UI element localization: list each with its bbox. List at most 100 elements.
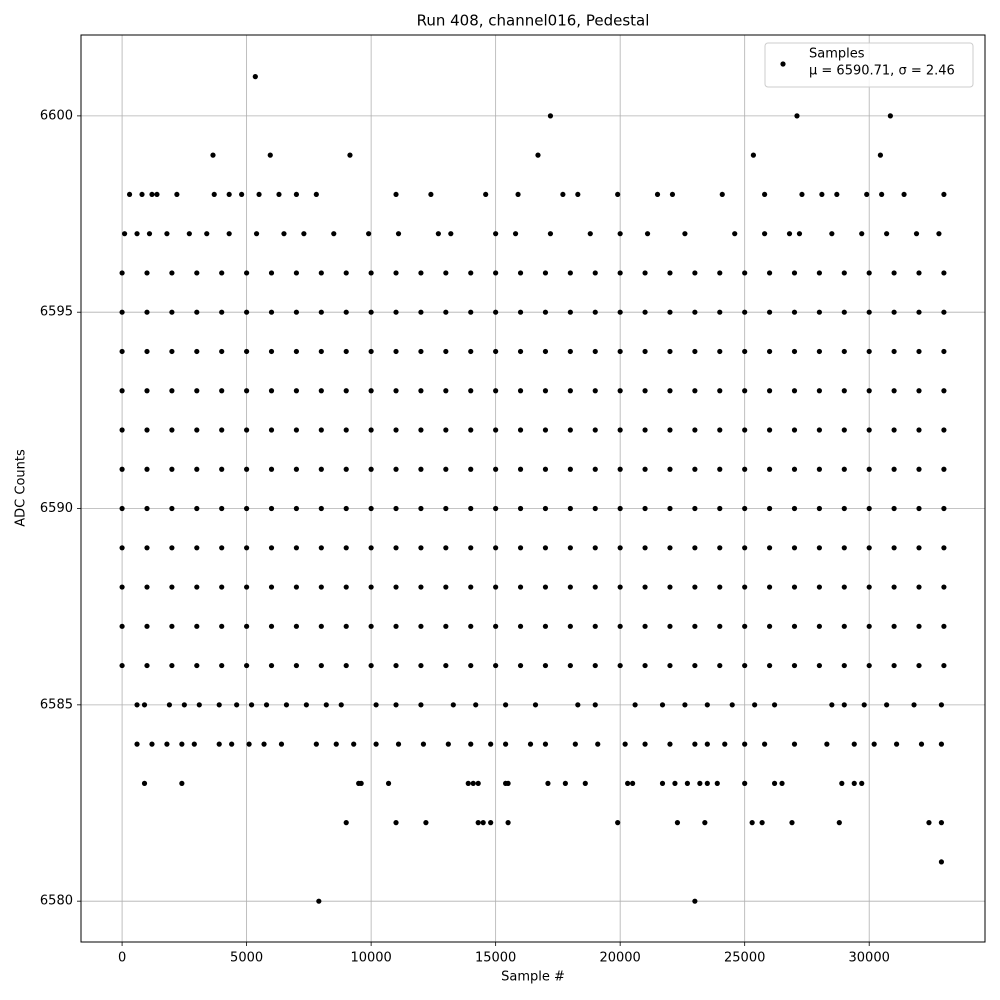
point bbox=[545, 780, 551, 786]
point bbox=[343, 270, 349, 276]
point bbox=[575, 191, 581, 198]
point bbox=[891, 623, 897, 629]
point bbox=[866, 348, 872, 355]
point bbox=[866, 584, 872, 590]
point bbox=[714, 780, 720, 786]
point bbox=[819, 191, 825, 198]
point bbox=[766, 584, 773, 590]
point bbox=[517, 270, 524, 276]
point bbox=[226, 231, 232, 237]
point bbox=[829, 702, 835, 708]
point bbox=[667, 466, 673, 472]
point bbox=[936, 231, 942, 237]
axes-frame bbox=[80, 34, 986, 943]
point bbox=[418, 623, 424, 629]
point bbox=[268, 505, 275, 512]
point bbox=[866, 309, 872, 315]
point bbox=[493, 545, 499, 551]
point bbox=[244, 270, 250, 276]
point bbox=[393, 662, 399, 669]
point bbox=[121, 231, 128, 237]
point bbox=[742, 348, 748, 355]
point bbox=[941, 427, 947, 433]
point bbox=[717, 388, 723, 394]
point bbox=[766, 427, 773, 433]
point bbox=[196, 702, 202, 708]
point bbox=[475, 820, 481, 826]
point bbox=[194, 662, 200, 669]
point bbox=[692, 662, 698, 669]
point bbox=[368, 505, 374, 512]
point bbox=[667, 348, 673, 355]
point bbox=[567, 466, 573, 472]
point bbox=[532, 702, 539, 708]
point bbox=[450, 702, 456, 708]
point bbox=[468, 466, 474, 472]
point bbox=[268, 662, 275, 669]
point bbox=[587, 231, 593, 237]
point bbox=[916, 662, 922, 669]
point bbox=[393, 545, 399, 551]
point bbox=[582, 780, 588, 786]
point bbox=[750, 152, 756, 158]
point bbox=[891, 584, 897, 590]
point bbox=[164, 231, 170, 237]
point bbox=[373, 702, 379, 708]
point bbox=[692, 270, 698, 276]
point bbox=[717, 623, 723, 629]
point bbox=[493, 309, 499, 315]
point bbox=[293, 309, 300, 315]
point bbox=[722, 741, 728, 747]
point bbox=[592, 388, 598, 394]
point bbox=[366, 231, 372, 237]
point bbox=[468, 348, 474, 355]
point bbox=[938, 702, 945, 708]
point bbox=[742, 662, 748, 669]
point bbox=[717, 662, 723, 669]
point bbox=[791, 348, 798, 355]
point bbox=[901, 191, 907, 198]
point bbox=[542, 388, 549, 394]
point bbox=[592, 584, 598, 590]
point bbox=[799, 191, 805, 198]
point bbox=[791, 545, 798, 551]
point bbox=[592, 427, 598, 433]
point bbox=[841, 388, 847, 394]
point bbox=[625, 780, 631, 786]
point bbox=[941, 270, 947, 276]
point bbox=[692, 741, 698, 747]
point bbox=[181, 702, 187, 708]
point bbox=[659, 702, 666, 708]
point bbox=[493, 270, 499, 276]
point bbox=[119, 427, 125, 433]
point bbox=[829, 231, 835, 237]
point bbox=[169, 545, 175, 551]
point bbox=[617, 623, 623, 629]
point bbox=[642, 270, 648, 276]
point bbox=[493, 348, 499, 355]
legend-marker bbox=[780, 61, 786, 67]
point bbox=[567, 623, 573, 629]
point bbox=[742, 466, 748, 472]
point bbox=[343, 388, 349, 394]
point bbox=[682, 702, 688, 708]
x-tick-label: 5000 bbox=[230, 951, 263, 966]
point bbox=[567, 427, 573, 433]
point bbox=[119, 309, 125, 315]
point bbox=[503, 741, 509, 747]
legend-box bbox=[764, 42, 974, 88]
point bbox=[717, 309, 723, 315]
point bbox=[244, 545, 250, 551]
point bbox=[219, 309, 225, 315]
point bbox=[762, 741, 768, 747]
point bbox=[343, 662, 349, 669]
point bbox=[791, 270, 798, 276]
point bbox=[916, 584, 922, 590]
point bbox=[418, 584, 424, 590]
point bbox=[229, 741, 235, 747]
point bbox=[816, 427, 822, 433]
point bbox=[891, 270, 897, 276]
point bbox=[941, 662, 947, 669]
point bbox=[219, 466, 225, 472]
x-tick-label: 10000 bbox=[350, 951, 391, 966]
